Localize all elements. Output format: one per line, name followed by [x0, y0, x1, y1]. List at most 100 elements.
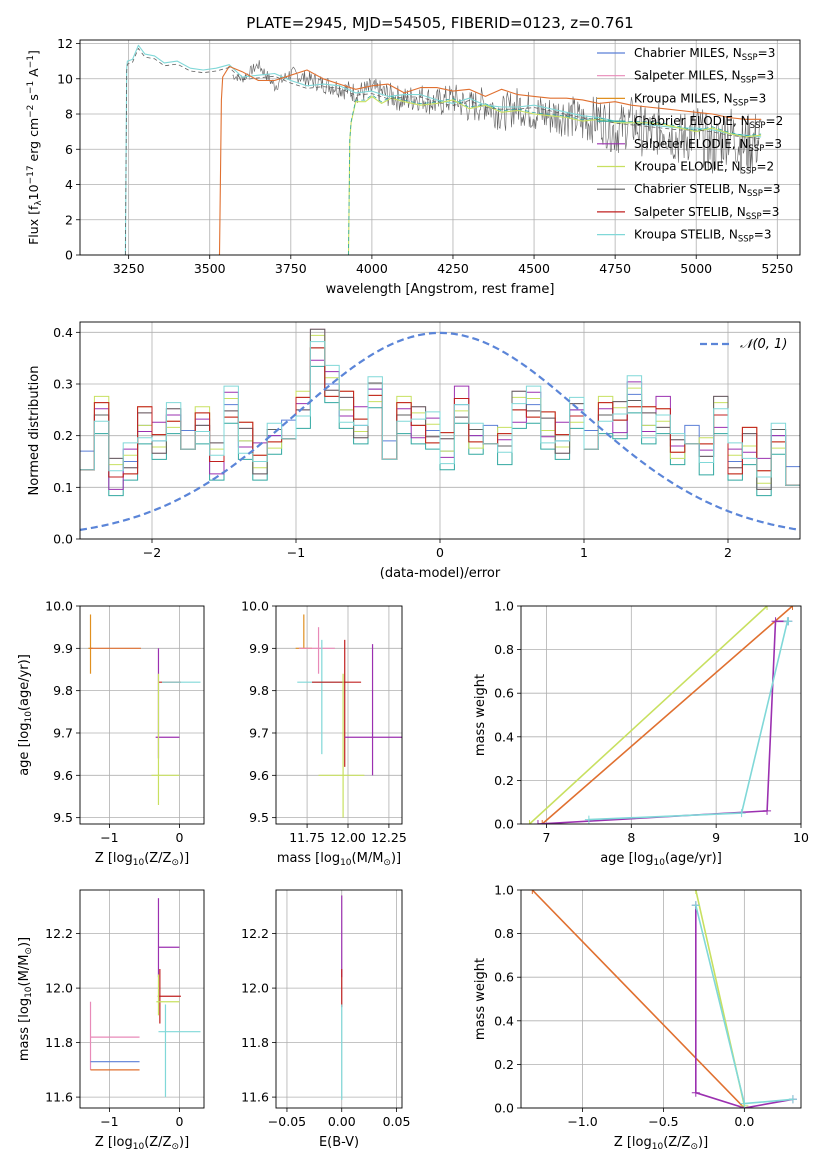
legend-label-sub: SSP [741, 76, 757, 86]
axes-frame [79, 889, 205, 1109]
axes-age_vs_Z: −1 0 9.5 9.6 9.7 9.8 9.9 10.0 [45, 599, 204, 845]
y-axis-label-part: −17 [26, 165, 36, 184]
y-tick-label: 9.8 [53, 683, 73, 698]
legend-label-suffix: =3 [758, 46, 776, 60]
mass-weight-line [588, 620, 789, 821]
y-axis-label: Flux [fλ10−17 erg cm−2 s−1 A−1] [26, 50, 44, 245]
y-tick-label: 4 [65, 177, 73, 192]
legend-label-suffix: =3 [762, 205, 780, 219]
y-axis-label: mass [log10(M/M⊙)] [17, 937, 34, 1061]
y-tick-label: 0 [65, 248, 73, 263]
legend-label-sub: SSP [750, 121, 766, 131]
y-axis-label-part: −2 [26, 105, 36, 118]
mass-weight-marker [691, 901, 700, 910]
y-tick-label: 12.0 [241, 981, 269, 996]
mass-weight-marker [691, 890, 700, 894]
y-tick-label: 0.0 [494, 1101, 514, 1116]
mass-weight-marker [784, 617, 793, 626]
x-axis-label: wavelength [Angstrom, rest frame] [326, 282, 555, 297]
legend-label-prefix: Chabrier STELIB, N [634, 182, 747, 196]
legend-label-suffix: =3 [754, 228, 772, 242]
model-spectrum-line [124, 44, 762, 255]
x-tick-label: −1 [100, 830, 118, 845]
y-tick-label: 9.6 [249, 768, 269, 783]
legend-label-sub: SSP [747, 189, 763, 199]
legend-label-sub: SSP [733, 98, 749, 108]
x-axis-label-part: Z [log [95, 1135, 133, 1150]
x-axis-label-part: 10 [133, 858, 145, 868]
x-tick-label: 12.00 [330, 830, 366, 845]
x-axis-label-part: ⊙ [383, 858, 391, 868]
y-axis-label-part: λ [34, 200, 44, 206]
axes-frame [275, 605, 403, 825]
legend-label-prefix: Salpeter STELIB, N [634, 205, 746, 219]
y-axis-label-part: mass [log [17, 998, 32, 1061]
y-tick-label: 11.8 [241, 1035, 269, 1050]
y-tick-label: 0.2 [53, 428, 73, 443]
y-axis-label-part: )] [17, 937, 32, 947]
legend-label-prefix: Kroupa STELIB, N [634, 228, 738, 242]
x-tick-label: 0.05 [383, 1114, 411, 1129]
legend-label-prefix: Kroupa ELODIE, N [634, 160, 741, 174]
legend-label-prefix: Chabrier ELODIE, N [634, 114, 750, 128]
mass-weight-marker [788, 1095, 797, 1104]
y-axis-label: age [log10(age/yr)] [17, 654, 34, 776]
x-axis-label-part: 10 [652, 1142, 664, 1152]
x-axis-label-part: ⊙ [690, 1142, 698, 1152]
y-tick-label: 12 [57, 36, 73, 51]
mass-weight-marker [528, 890, 537, 894]
x-axis-label-part: ⊙ [171, 858, 179, 868]
x-tick-label: 12.25 [371, 830, 407, 845]
y-tick-label: 10.0 [241, 599, 269, 614]
y-tick-label: 8 [65, 107, 73, 122]
y-axis-label-part: (M/M [17, 955, 32, 987]
legend-label-sub: SSP [746, 212, 762, 222]
axes-weight_vs_Z: −1.0 −0.5 0.0 0.0 0.2 0.4 0.6 0.8 1.0 [494, 883, 801, 1129]
y-tick-label: 1.0 [494, 883, 514, 898]
legend-label-sub: SSP [741, 167, 757, 177]
x-axis-label: E(B-V) [319, 1135, 359, 1150]
y-tick-label: 10.0 [45, 599, 73, 614]
x-tick-label: 0.00 [328, 1114, 356, 1129]
y-axis-label-part: A [26, 68, 41, 81]
y-tick-label: 9.9 [53, 641, 73, 656]
y-tick-label: 0.2 [494, 773, 514, 788]
x-axis-label-part: age [log [600, 851, 653, 866]
x-axis-label-part: mass [log [277, 851, 340, 866]
y-tick-label: 0.4 [494, 1013, 514, 1028]
x-axis-label-part: (Z/Z [144, 851, 171, 866]
normal-curve-line [80, 331, 800, 531]
legend-label: Chabrier STELIB, NSSP=3 [634, 182, 781, 199]
x-tick-label: 3750 [275, 261, 307, 276]
x-tick-label: 0 [436, 545, 444, 560]
y-tick-label: 12.2 [241, 926, 269, 941]
model-spectrum-line [125, 48, 762, 255]
y-axis-label: mass weight [473, 674, 488, 756]
y-tick-label: 9.5 [249, 810, 269, 825]
y-axis-label-part: 10 [24, 711, 34, 723]
x-axis-label: age [log10(age/yr)] [600, 851, 722, 868]
y-tick-label: 0.8 [494, 926, 514, 941]
axes-frame [79, 321, 801, 540]
y-tick-label: 9.7 [249, 725, 269, 740]
axes-frame [275, 889, 403, 1109]
y-axis-label-part: −1 [26, 55, 36, 68]
x-axis-label-part: Z [log [95, 851, 133, 866]
x-axis-label-part: (M/M [352, 851, 384, 866]
residual-histogram-step [80, 347, 800, 486]
mass-weight-marker [525, 820, 534, 824]
model-spectrum-line [347, 95, 762, 255]
legend-label: Salpeter ELODIE, NSSP=3 [634, 137, 782, 154]
mass-weight-line [541, 606, 794, 824]
mass-weight-marker [538, 820, 547, 824]
x-tick-label: 9 [712, 830, 720, 845]
axes-weight_vs_age: 7 8 9 10 0.0 0.2 0.4 0.6 0.8 1.0 [494, 599, 809, 846]
x-tick-label: 4500 [518, 261, 550, 276]
y-tick-label: 11.6 [45, 1090, 73, 1105]
y-tick-label: 11.6 [241, 1090, 269, 1105]
legend-label-sub: SSP [748, 144, 764, 154]
x-tick-label: 7 [542, 830, 550, 845]
x-axis-label: (data-model)/error [380, 566, 501, 581]
axes-mass_vs_Z: −1 0 11.6 11.8 12.0 12.2 [45, 890, 204, 1129]
x-axis-label-part: )] [698, 1135, 708, 1150]
